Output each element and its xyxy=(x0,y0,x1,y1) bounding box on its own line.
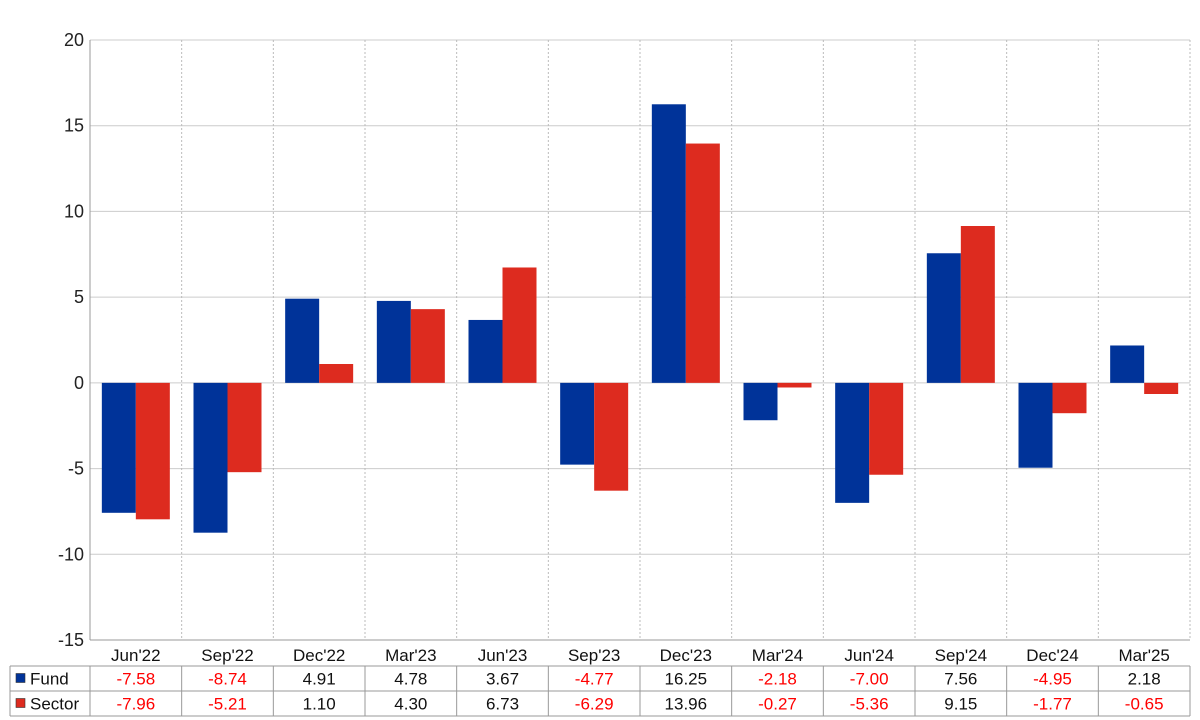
bar-fund xyxy=(101,382,136,513)
data-label: -5.21 xyxy=(208,695,247,714)
bar-fund xyxy=(743,382,778,421)
data-label: 13.96 xyxy=(665,695,708,714)
bar-sector xyxy=(777,382,812,388)
bar-fund xyxy=(468,319,503,383)
bar-fund xyxy=(1110,345,1145,383)
x-tick-label: Mar'23 xyxy=(385,646,436,665)
data-label: -0.27 xyxy=(758,695,797,714)
x-tick-label: Sep'23 xyxy=(568,646,620,665)
x-tick-label: Dec'24 xyxy=(1026,646,1078,665)
data-table: Jun'22 Sep'22 Dec'22 Mar'23 Jun'23 Sep'23 Dec'… xyxy=(9,646,1191,717)
y-tick-label: 0 xyxy=(74,373,84,393)
data-label: 4.91 xyxy=(303,670,336,689)
bar-fund xyxy=(285,298,320,383)
data-label: 16.25 xyxy=(665,670,708,689)
legend-swatch-fund xyxy=(15,673,26,683)
data-label: -6.29 xyxy=(575,695,614,714)
data-label: 2.18 xyxy=(1128,670,1161,689)
bar-fund xyxy=(560,382,595,465)
y-tick-label: 5 xyxy=(74,287,84,307)
x-tick-label: Jun'24 xyxy=(844,646,894,665)
x-tick-label: Jun'23 xyxy=(478,646,528,665)
y-tick-label: 20 xyxy=(64,30,84,50)
data-label: 4.78 xyxy=(394,670,427,689)
bar-sector xyxy=(1052,382,1087,414)
legend-label-fund: Fund xyxy=(30,670,69,689)
bar-fund xyxy=(193,382,228,533)
bars xyxy=(101,104,1179,533)
bar-sector xyxy=(594,382,629,491)
grid xyxy=(89,39,1191,641)
data-label: 3.67 xyxy=(486,670,519,689)
bar-fund xyxy=(835,382,870,503)
data-label: -4.95 xyxy=(1033,670,1072,689)
data-label: 6.73 xyxy=(486,695,519,714)
data-label: -2.18 xyxy=(758,670,797,689)
x-tick-label: Dec'23 xyxy=(660,646,712,665)
data-label: 9.15 xyxy=(944,695,977,714)
y-tick-label: 15 xyxy=(64,116,84,136)
y-tick-label: -10 xyxy=(58,544,84,564)
bar-fund xyxy=(651,104,686,383)
y-tick-label: -5 xyxy=(68,459,84,479)
x-tick-label: Sep'22 xyxy=(201,646,253,665)
legend-label-sector: Sector xyxy=(30,695,79,714)
y-axis-ticks: 20 15 10 5 0 -5 -10 -15 xyxy=(58,30,84,650)
bar-fund xyxy=(926,253,961,383)
x-tick-label: Jun'22 xyxy=(111,646,161,665)
bar-sector xyxy=(502,267,537,383)
data-label: 7.56 xyxy=(944,670,977,689)
bar-sector xyxy=(410,309,445,383)
bar-sector xyxy=(227,382,262,473)
data-label: -5.36 xyxy=(850,695,889,714)
bar-sector xyxy=(319,364,354,383)
x-tick-label: Dec'22 xyxy=(293,646,345,665)
data-label: 4.30 xyxy=(394,695,427,714)
bar-sector xyxy=(960,226,995,383)
x-tick-label: Mar'25 xyxy=(1118,646,1169,665)
bar-sector xyxy=(135,382,170,520)
data-label: -0.65 xyxy=(1125,695,1164,714)
x-tick-label: Sep'24 xyxy=(935,646,987,665)
bar-fund xyxy=(1018,382,1053,468)
bar-fund xyxy=(376,300,411,383)
data-label: -1.77 xyxy=(1033,695,1072,714)
data-label: -7.00 xyxy=(850,670,889,689)
bar-sector xyxy=(1144,382,1179,394)
data-label: -4.77 xyxy=(575,670,614,689)
bar-sector xyxy=(869,382,904,475)
bar-sector xyxy=(685,143,720,383)
y-tick-label: -15 xyxy=(58,630,84,650)
legend-swatch-sector xyxy=(15,698,26,708)
x-tick-label: Mar'24 xyxy=(752,646,803,665)
data-label: 1.10 xyxy=(303,695,336,714)
y-tick-label: 10 xyxy=(64,201,84,221)
data-label: -8.74 xyxy=(208,670,247,689)
data-label: -7.58 xyxy=(116,670,155,689)
data-label: -7.96 xyxy=(116,695,155,714)
